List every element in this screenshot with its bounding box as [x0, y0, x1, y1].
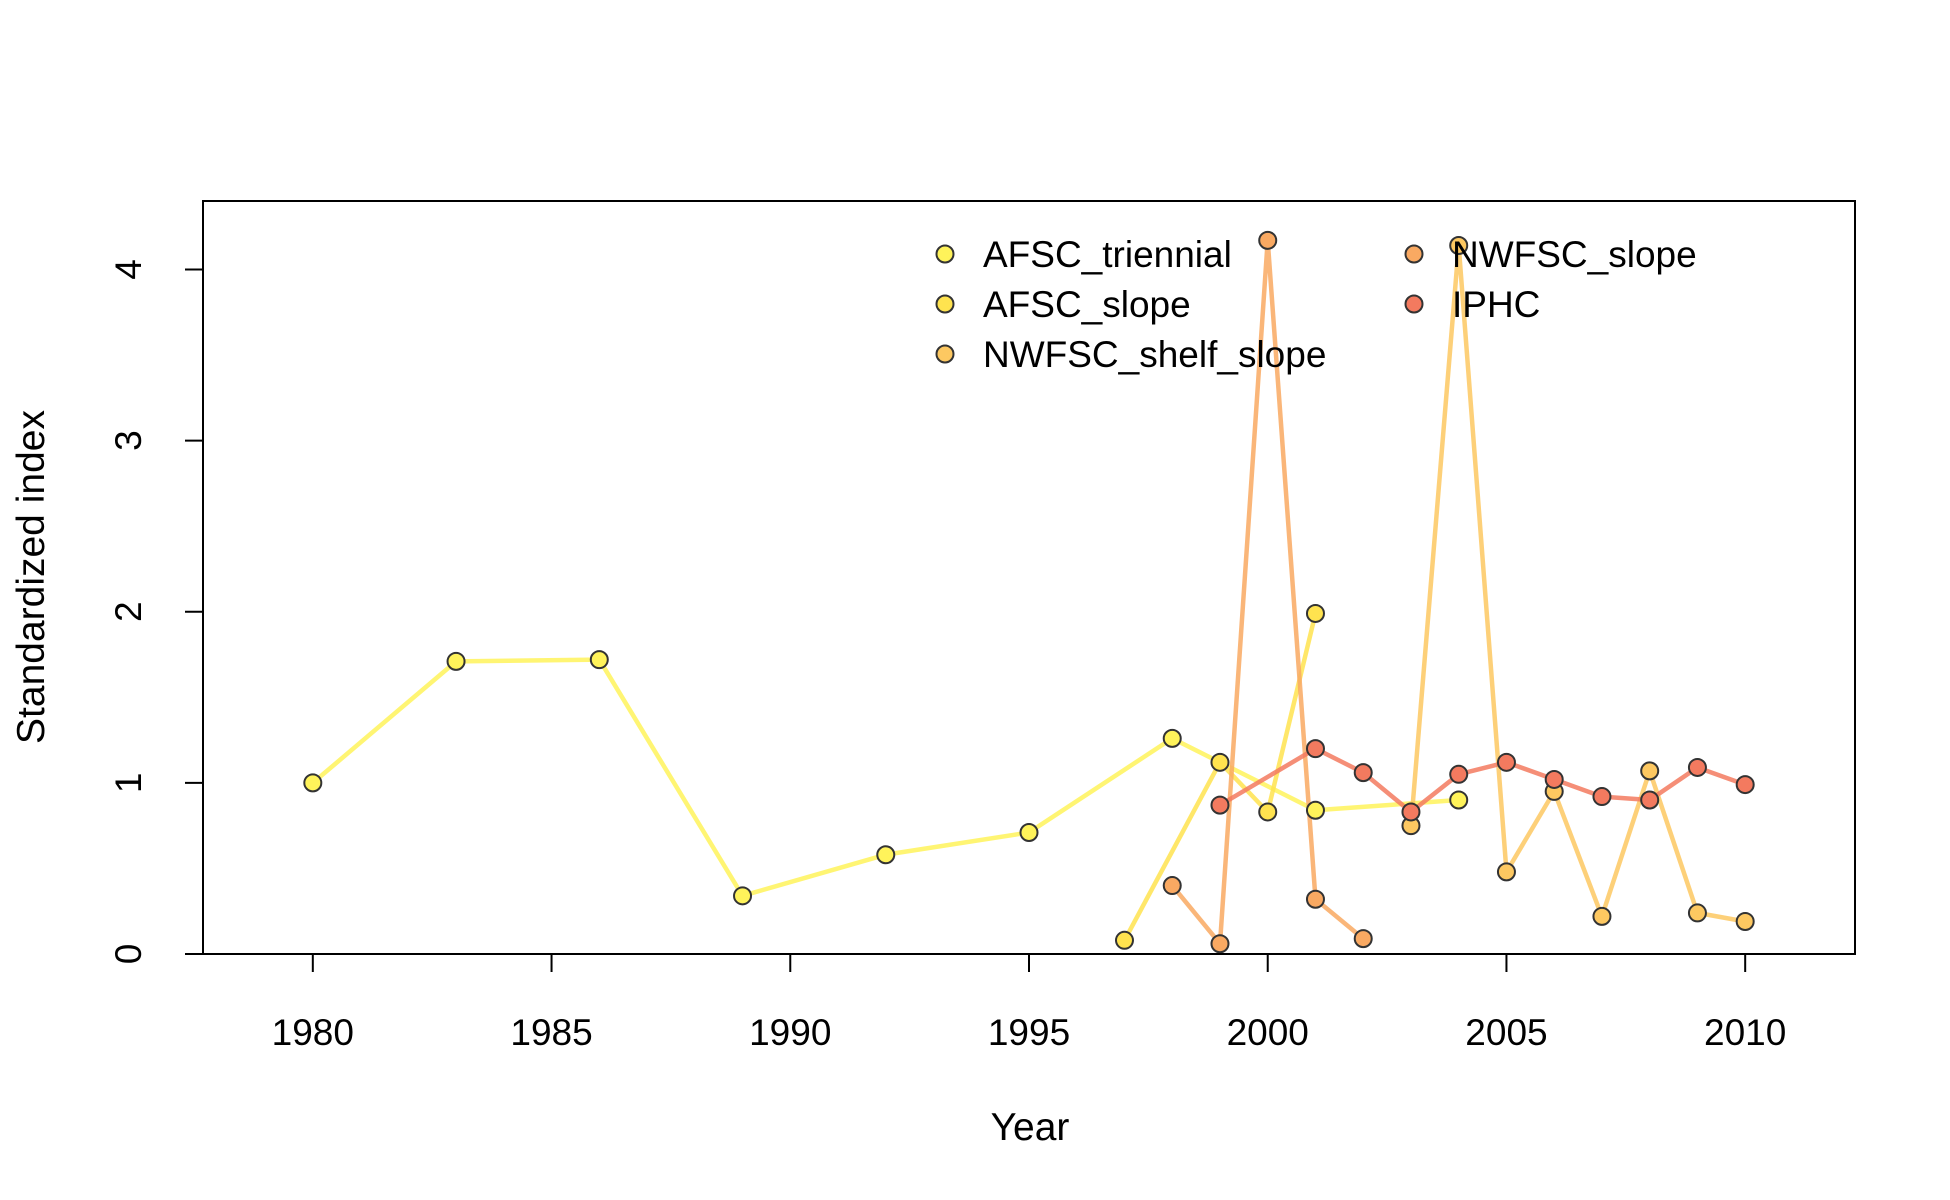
data-point-4-5	[1496, 752, 1516, 772]
series-line-2	[1408, 243, 1746, 924]
data-point-1-1	[1210, 752, 1230, 772]
series-line-1	[1122, 612, 1318, 942]
data-point-4-6	[1544, 769, 1564, 789]
y-axis-title: Standardized index	[10, 410, 53, 744]
x-tick-label-4: 2000	[1227, 1012, 1309, 1053]
legend-marker-1	[935, 294, 955, 314]
data-point-2-4	[1592, 906, 1612, 926]
legend-marker-2	[935, 344, 955, 364]
series-points	[303, 230, 1755, 954]
y-tick-label-1: 1	[108, 773, 149, 794]
data-point-2-6	[1687, 903, 1707, 923]
data-point-3-1	[1210, 934, 1230, 954]
data-point-0-2	[589, 650, 609, 670]
data-point-1-2	[1258, 802, 1278, 822]
data-point-3-4	[1353, 929, 1373, 949]
data-point-0-7	[1305, 800, 1325, 820]
legend-label-3: NWFSC_slope	[1452, 234, 1697, 275]
data-point-4-10	[1735, 775, 1755, 795]
x-tick-label-0: 1980	[272, 1012, 354, 1053]
data-point-0-5	[1019, 822, 1039, 842]
data-point-1-0	[1114, 930, 1134, 950]
data-point-1-3	[1305, 603, 1325, 623]
data-point-4-2	[1353, 763, 1373, 783]
x-tick-label-1: 1985	[510, 1012, 592, 1053]
legend: AFSC_triennial AFSC_slope NWFSC_shelf_slop…	[935, 234, 1697, 375]
data-point-4-9	[1687, 757, 1707, 777]
y-tick-label-0: 0	[108, 944, 149, 965]
x-tick-label-2: 1990	[749, 1012, 831, 1053]
data-point-0-4	[876, 845, 896, 865]
legend-item-1: AFSC_slope	[935, 284, 1191, 325]
data-point-3-2	[1258, 230, 1278, 250]
legend-marker-3	[1404, 244, 1424, 264]
data-point-4-1	[1305, 739, 1325, 759]
data-point-4-0	[1210, 795, 1230, 815]
y-tick-label-3: 3	[108, 430, 149, 451]
data-point-4-4	[1449, 764, 1469, 784]
y-axis: 0 1 2 3 4	[108, 259, 204, 965]
y-tick-label-4: 4	[108, 259, 149, 280]
data-point-3-3	[1305, 889, 1325, 909]
data-point-2-7	[1735, 911, 1755, 931]
data-point-0-1	[446, 651, 466, 671]
data-point-0-8	[1449, 790, 1469, 810]
legend-item-3: NWFSC_slope	[1404, 234, 1697, 275]
data-point-3-0	[1162, 876, 1182, 896]
legend-item-0: AFSC_triennial	[935, 234, 1232, 275]
data-point-2-1	[1449, 235, 1469, 255]
x-tick-label-6: 2010	[1704, 1012, 1786, 1053]
x-tick-label-3: 1995	[988, 1012, 1070, 1053]
data-point-0-6	[1162, 728, 1182, 748]
x-axis-title: Year	[991, 1106, 1070, 1149]
data-point-0-0	[303, 773, 323, 793]
x-tick-label-5: 2005	[1465, 1012, 1547, 1053]
data-point-4-8	[1640, 790, 1660, 810]
data-point-2-5	[1640, 761, 1660, 781]
legend-item-2: NWFSC_shelf_slope	[935, 334, 1326, 375]
legend-label-4: IPHC	[1452, 284, 1540, 325]
legend-marker-0	[935, 244, 955, 264]
legend-marker-4	[1404, 294, 1424, 314]
data-point-2-2	[1496, 862, 1516, 882]
legend-label-2: NWFSC_shelf_slope	[983, 334, 1326, 375]
legend-label-1: AFSC_slope	[983, 284, 1191, 325]
legend-item-4: IPHC	[1404, 284, 1540, 325]
data-point-0-3	[733, 886, 753, 906]
data-point-4-3	[1401, 802, 1421, 822]
y-tick-label-2: 2	[108, 601, 149, 622]
x-axis: 1980 1985 1990 1995 2000 2005 2010	[272, 953, 1786, 1053]
legend-label-0: AFSC_triennial	[983, 234, 1232, 275]
data-point-4-7	[1592, 787, 1612, 807]
